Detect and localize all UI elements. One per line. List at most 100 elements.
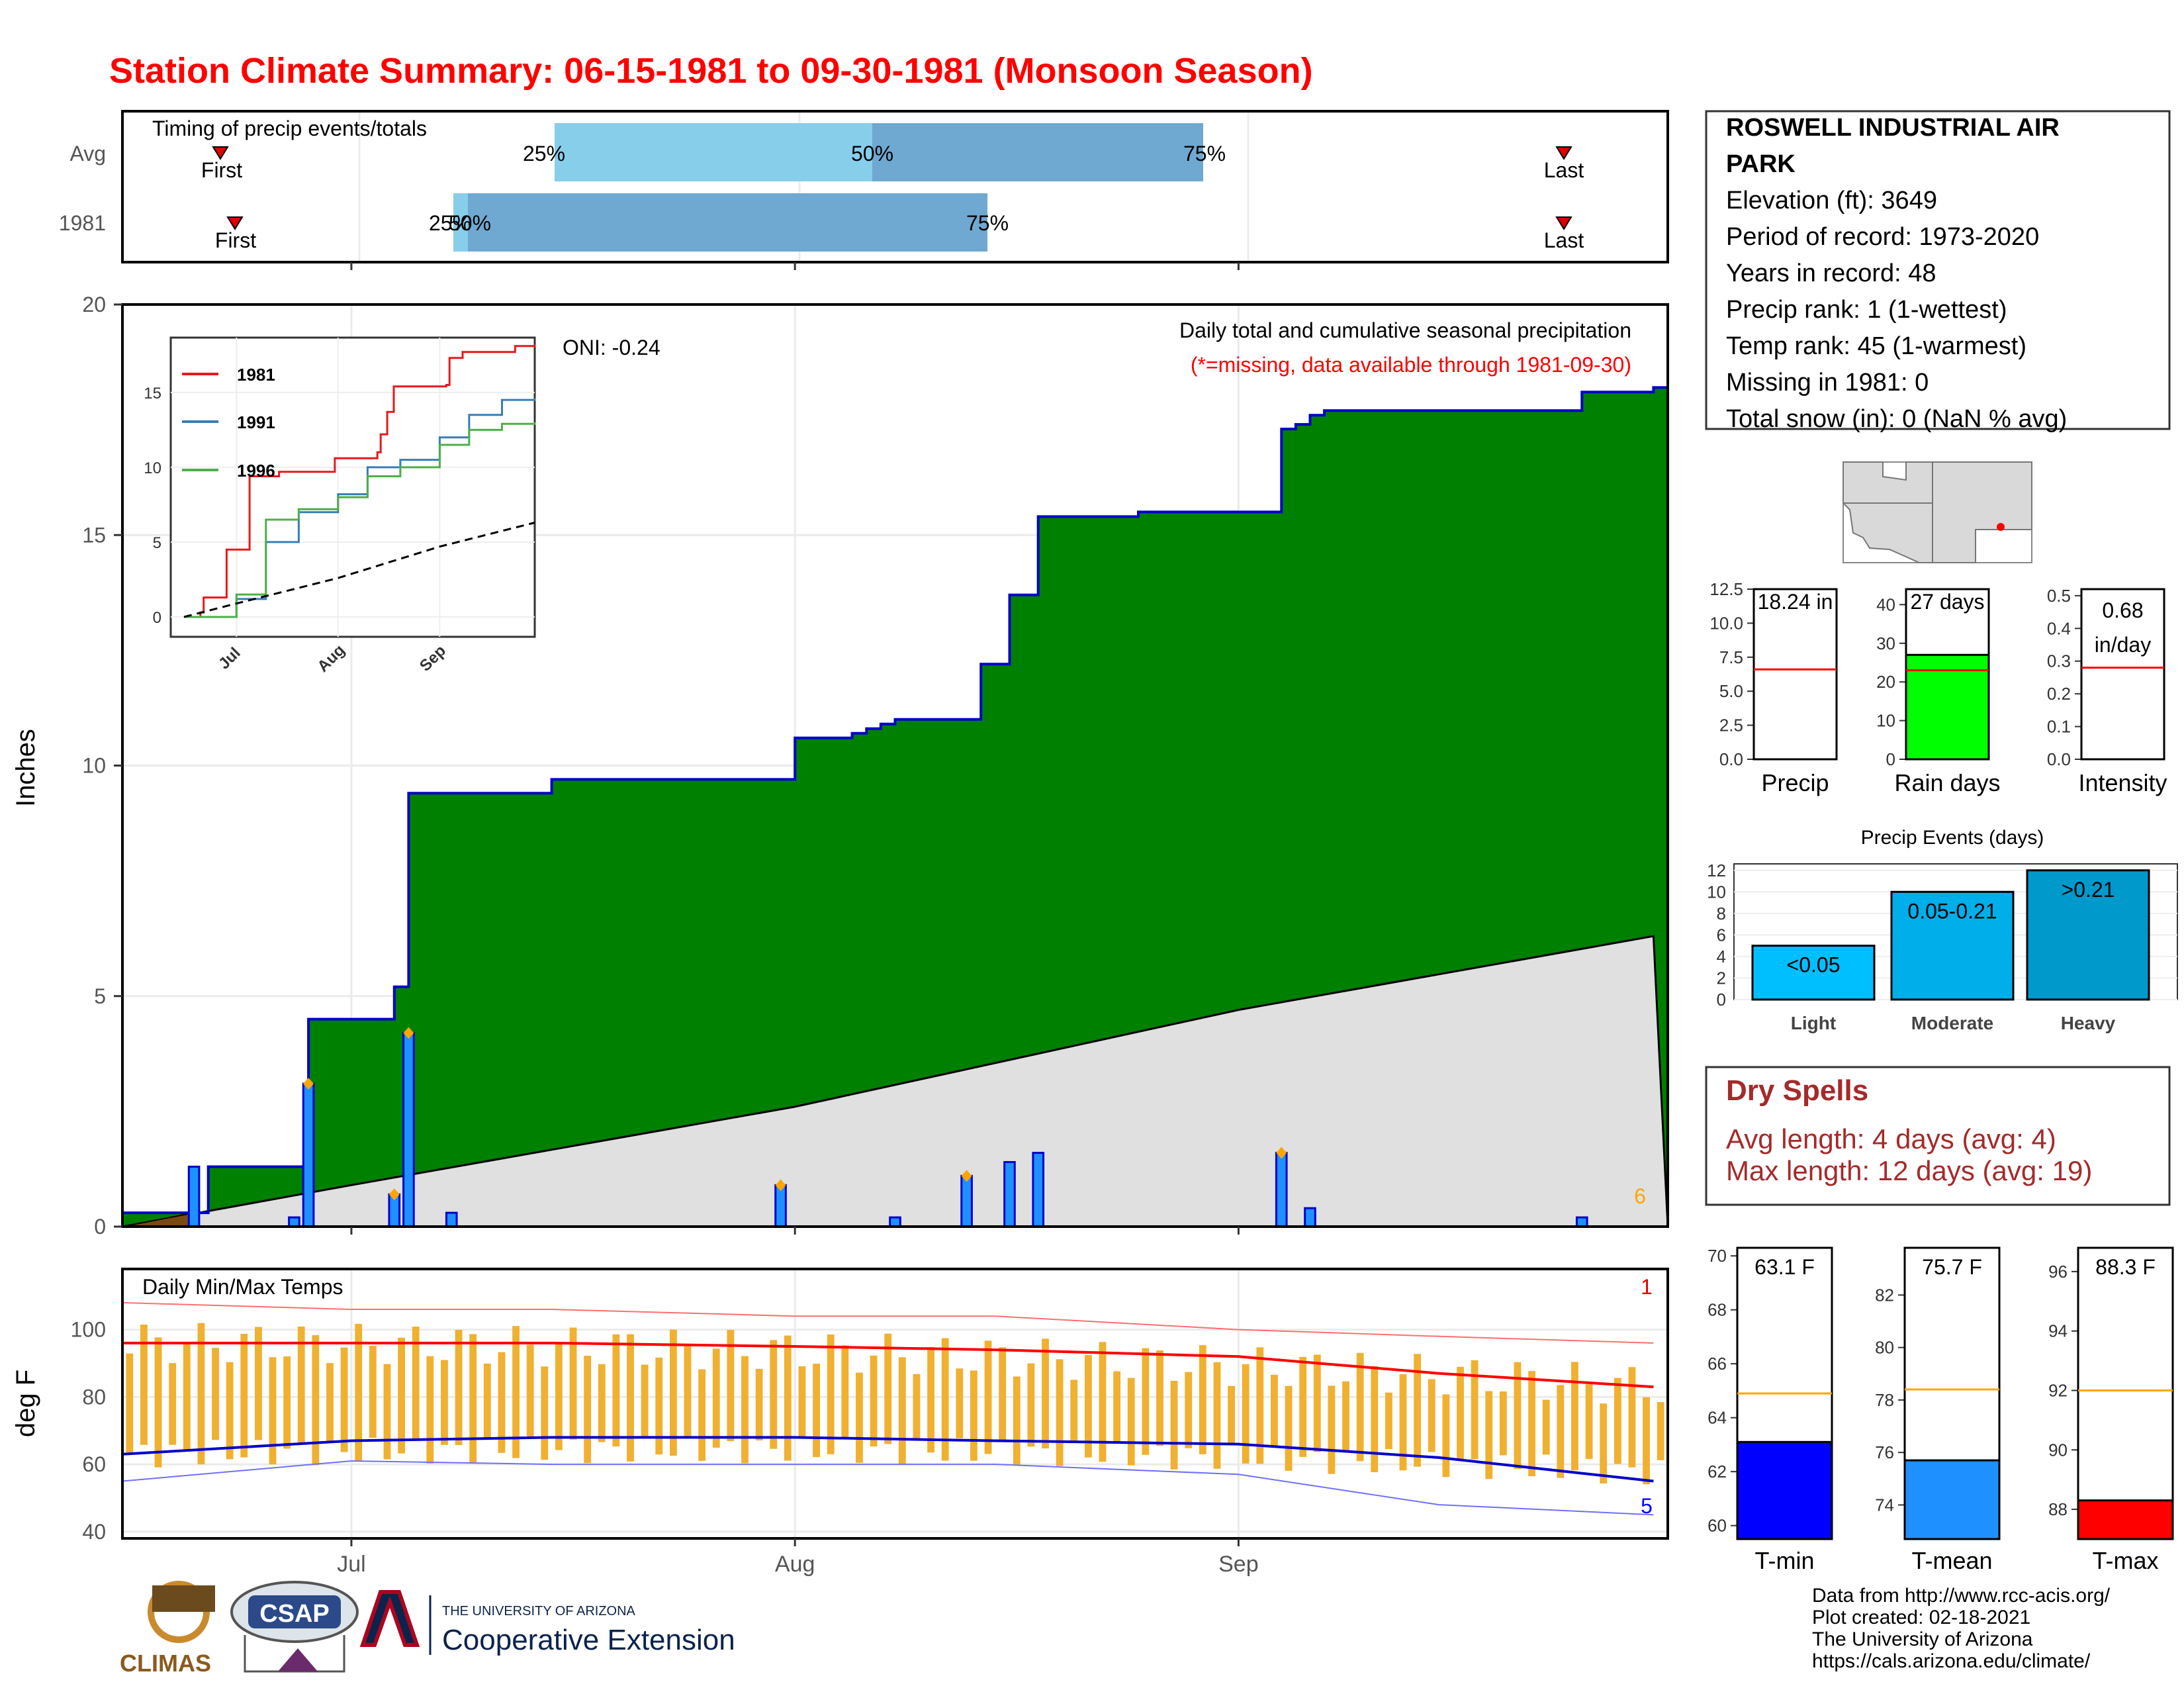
station-info-line: Years in record: 48: [1726, 259, 1936, 287]
daily-temp-range-bar: [1471, 1360, 1479, 1460]
daily-temp-range-bar: [441, 1360, 448, 1445]
daily-temp-range-bar: [1328, 1385, 1336, 1474]
footer-line-3: The University of Arizona: [1812, 1628, 2033, 1650]
events-bar-label-2: >0.21: [2062, 878, 2115, 902]
daily-temp-range-bar: [1428, 1379, 1435, 1452]
daily-precip-marker: [1276, 1147, 1287, 1159]
summary-frame: [1905, 588, 1990, 761]
station-info-line: Period of record: 1973-2020: [1726, 223, 2039, 251]
inset-normal-line: [183, 522, 535, 618]
daily-temp-range-bar: [212, 1348, 219, 1440]
daily-precip-bar: [889, 1216, 901, 1228]
daily-temp-range-bar: [655, 1357, 663, 1455]
climas-logo-block: [152, 1585, 215, 1612]
precip-y-tick-label: 10: [82, 754, 106, 778]
events-marks: 0 2 4 6 8 10 12 <0.05 Light 0.05-0.21 Moderate >0.2…: [1707, 861, 2178, 1033]
temp-summary-frame: [2077, 1246, 2174, 1540]
daily-temp-range-bar: [1371, 1366, 1379, 1472]
temp-summary-group-1: 74 76 78 80 82 75.7 F T-mean: [1875, 1246, 2001, 1574]
daily-temp-range-bar: [1042, 1338, 1049, 1449]
daily-temp-range-bar: [1013, 1376, 1021, 1466]
precip-y-axis: 0 5 10 15 20: [82, 293, 122, 1239]
daily-temp-range-bar: [1299, 1356, 1307, 1457]
temp-summary-group-0: 60 62 64 66 68 70 63.1 F T-min: [1707, 1246, 1833, 1574]
ua-logo-a: [359, 1590, 420, 1647]
precip-y-tick-label: 0: [94, 1215, 106, 1239]
temp-summary-tick-label: 76: [1875, 1442, 1894, 1462]
ua-logo-line1: THE UNIVERSITY OF ARIZONA: [442, 1604, 636, 1618]
daily-temp-range-bar: [426, 1356, 434, 1464]
daily-temp-range-bar: [612, 1334, 620, 1447]
summary-bar-group-2: 0.0 0.1 0.2 0.3 0.4 0.5 0.68 in/day Intensity: [2047, 586, 2167, 796]
daily-temp-range-bar: [126, 1353, 134, 1453]
daily-temp-range-bar: [1356, 1352, 1364, 1462]
temp-summary-tick-label: 62: [1707, 1462, 1727, 1481]
summary-tick-label: 12.5: [1709, 579, 1743, 599]
daily-temp-range-bar: [784, 1335, 792, 1461]
avg-min-line: [122, 1436, 1654, 1483]
daily-temp-range-bar: [1614, 1378, 1621, 1464]
timing-1981-first-label: First: [215, 228, 256, 252]
daily-temp-range-bar: [398, 1337, 406, 1454]
daily-temp-range-bar: [884, 1333, 892, 1444]
summary-value-bar: [1752, 588, 1838, 761]
temps-y-tick-label: 80: [82, 1385, 106, 1409]
dry-spells-frame: [1705, 1066, 2171, 1206]
daily-precip-bar: [302, 1082, 315, 1228]
daily-temp-range-bar: [813, 1364, 820, 1458]
temp-summary-tick-label: 68: [1707, 1300, 1727, 1320]
summary-frame: [2080, 588, 2165, 761]
daily-temp-range-bar: [698, 1369, 706, 1461]
temps-y-axis: 40 60 80 100: [71, 1318, 106, 1544]
temps-y-axis-label: deg F: [11, 1370, 40, 1437]
daily-precip-bar: [960, 1174, 973, 1228]
temps-panel-background: [122, 1269, 1668, 1538]
timing-avg-last-marker: [1555, 146, 1572, 160]
temp-summary-axis-label: T-max: [2092, 1547, 2158, 1574]
daily-temp-range-bar: [369, 1346, 377, 1438]
inset-y-tick-label: 0: [153, 609, 161, 627]
month-tick-label: Aug: [775, 1552, 815, 1577]
summary-bar-group-0: 0.0 2.5 5.0 7.5 10.0 12.5 18.24 in Precip: [1709, 579, 1838, 796]
daily-temp-range-bar: [598, 1364, 606, 1442]
daily-temp-range-bar: [1156, 1350, 1163, 1446]
timing-1981-last-marker: [1555, 216, 1572, 230]
timing-1981-first-marker: [226, 216, 244, 230]
daily-temp-range-bar: [1414, 1354, 1422, 1467]
station-locator-map: [1843, 461, 2032, 563]
daily-temp-range-bar: [226, 1362, 234, 1460]
timing-1981-last-label: Last: [1544, 228, 1584, 252]
timing-title: Timing of precip events/totals: [152, 117, 427, 140]
inset-frame: [169, 336, 536, 638]
events-tick-label: 12: [1707, 861, 1726, 880]
station-info-box: ROSWELL INDUSTRIAL AIR PARK Elevation (f…: [1705, 110, 2171, 433]
temp-summary-value-label: 88.3 F: [2095, 1255, 2156, 1279]
station-info-frame: [1705, 110, 2171, 430]
ua-logo: THE UNIVERSITY OF ARIZONA Cooperative Ex…: [359, 1590, 735, 1656]
station-info-lines: Elevation (ft): 3649 Period of record: 19…: [1726, 187, 2067, 433]
inset-y-tick-label: 10: [144, 459, 161, 477]
temp-summary-group-2: 88 90 92 94 96 88.3 F T-max: [2048, 1246, 2174, 1574]
daily-temp-range-bar: [941, 1338, 949, 1461]
events-tick-label: 2: [1717, 968, 1726, 988]
inset-y-tick-label: 5: [153, 534, 161, 552]
station-info-line: Total snow (in): 0 (NaN % avg): [1726, 405, 2067, 433]
record-high-line: [122, 1301, 1654, 1344]
station-name-line1: ROSWELL INDUSTRIAL AIR: [1726, 114, 2060, 142]
station-info-line: Missing in 1981: 0: [1726, 369, 1929, 397]
daily-precip-bar: [1575, 1216, 1588, 1228]
daily-temp-range-bar: [1242, 1364, 1250, 1464]
events-bar-0: [1751, 945, 1876, 1001]
daily-precip-marker: [303, 1078, 314, 1090]
temps-y-tick-label: 60: [82, 1452, 106, 1476]
summary-bar-group-1: 0 10 20 30 40 27 days Rain days: [1876, 588, 2001, 796]
daily-temp-range-bar: [512, 1326, 520, 1458]
temp-summary-value-bar: [2077, 1499, 2174, 1540]
summary-tick-label: 0.0: [1719, 749, 1743, 769]
temps-frame: [121, 1268, 1669, 1540]
temp-summary-tick-label: 96: [2048, 1262, 2068, 1282]
daily-temp-range-bar: [169, 1363, 177, 1445]
daily-temp-range-bar: [1084, 1355, 1092, 1458]
summary-tick-label: 2.5: [1719, 716, 1743, 735]
